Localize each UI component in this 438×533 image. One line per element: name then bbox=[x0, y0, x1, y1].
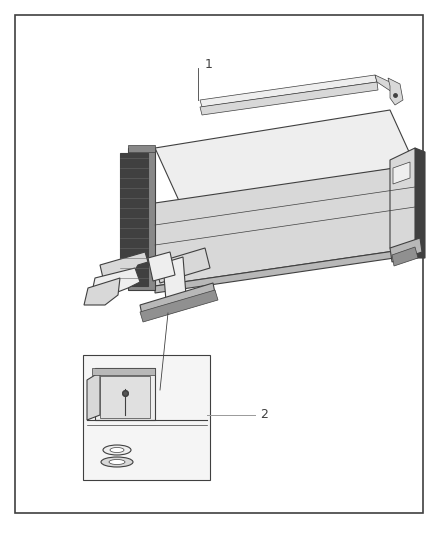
Polygon shape bbox=[95, 368, 155, 420]
Ellipse shape bbox=[101, 457, 133, 467]
Polygon shape bbox=[120, 153, 148, 286]
Polygon shape bbox=[92, 368, 155, 375]
Polygon shape bbox=[200, 82, 378, 115]
Ellipse shape bbox=[109, 459, 125, 464]
Polygon shape bbox=[388, 78, 403, 105]
Polygon shape bbox=[128, 148, 155, 290]
Polygon shape bbox=[84, 278, 120, 305]
Text: 2: 2 bbox=[260, 408, 268, 422]
Polygon shape bbox=[390, 148, 420, 258]
Polygon shape bbox=[200, 75, 377, 107]
Polygon shape bbox=[87, 372, 100, 420]
Polygon shape bbox=[155, 165, 415, 286]
Polygon shape bbox=[163, 257, 187, 314]
Ellipse shape bbox=[110, 448, 124, 453]
Polygon shape bbox=[375, 75, 392, 92]
Polygon shape bbox=[415, 148, 425, 258]
Polygon shape bbox=[155, 110, 415, 203]
Text: 1: 1 bbox=[205, 59, 213, 71]
Polygon shape bbox=[148, 252, 175, 281]
Polygon shape bbox=[393, 162, 410, 184]
Polygon shape bbox=[155, 248, 210, 283]
Ellipse shape bbox=[103, 445, 131, 455]
Polygon shape bbox=[155, 248, 415, 293]
Polygon shape bbox=[140, 283, 215, 315]
Polygon shape bbox=[140, 290, 218, 322]
Polygon shape bbox=[128, 145, 155, 152]
Bar bbox=[83, 355, 210, 480]
Polygon shape bbox=[92, 268, 140, 295]
Polygon shape bbox=[392, 247, 418, 266]
Polygon shape bbox=[100, 376, 150, 418]
Polygon shape bbox=[390, 238, 422, 262]
Polygon shape bbox=[100, 252, 148, 278]
